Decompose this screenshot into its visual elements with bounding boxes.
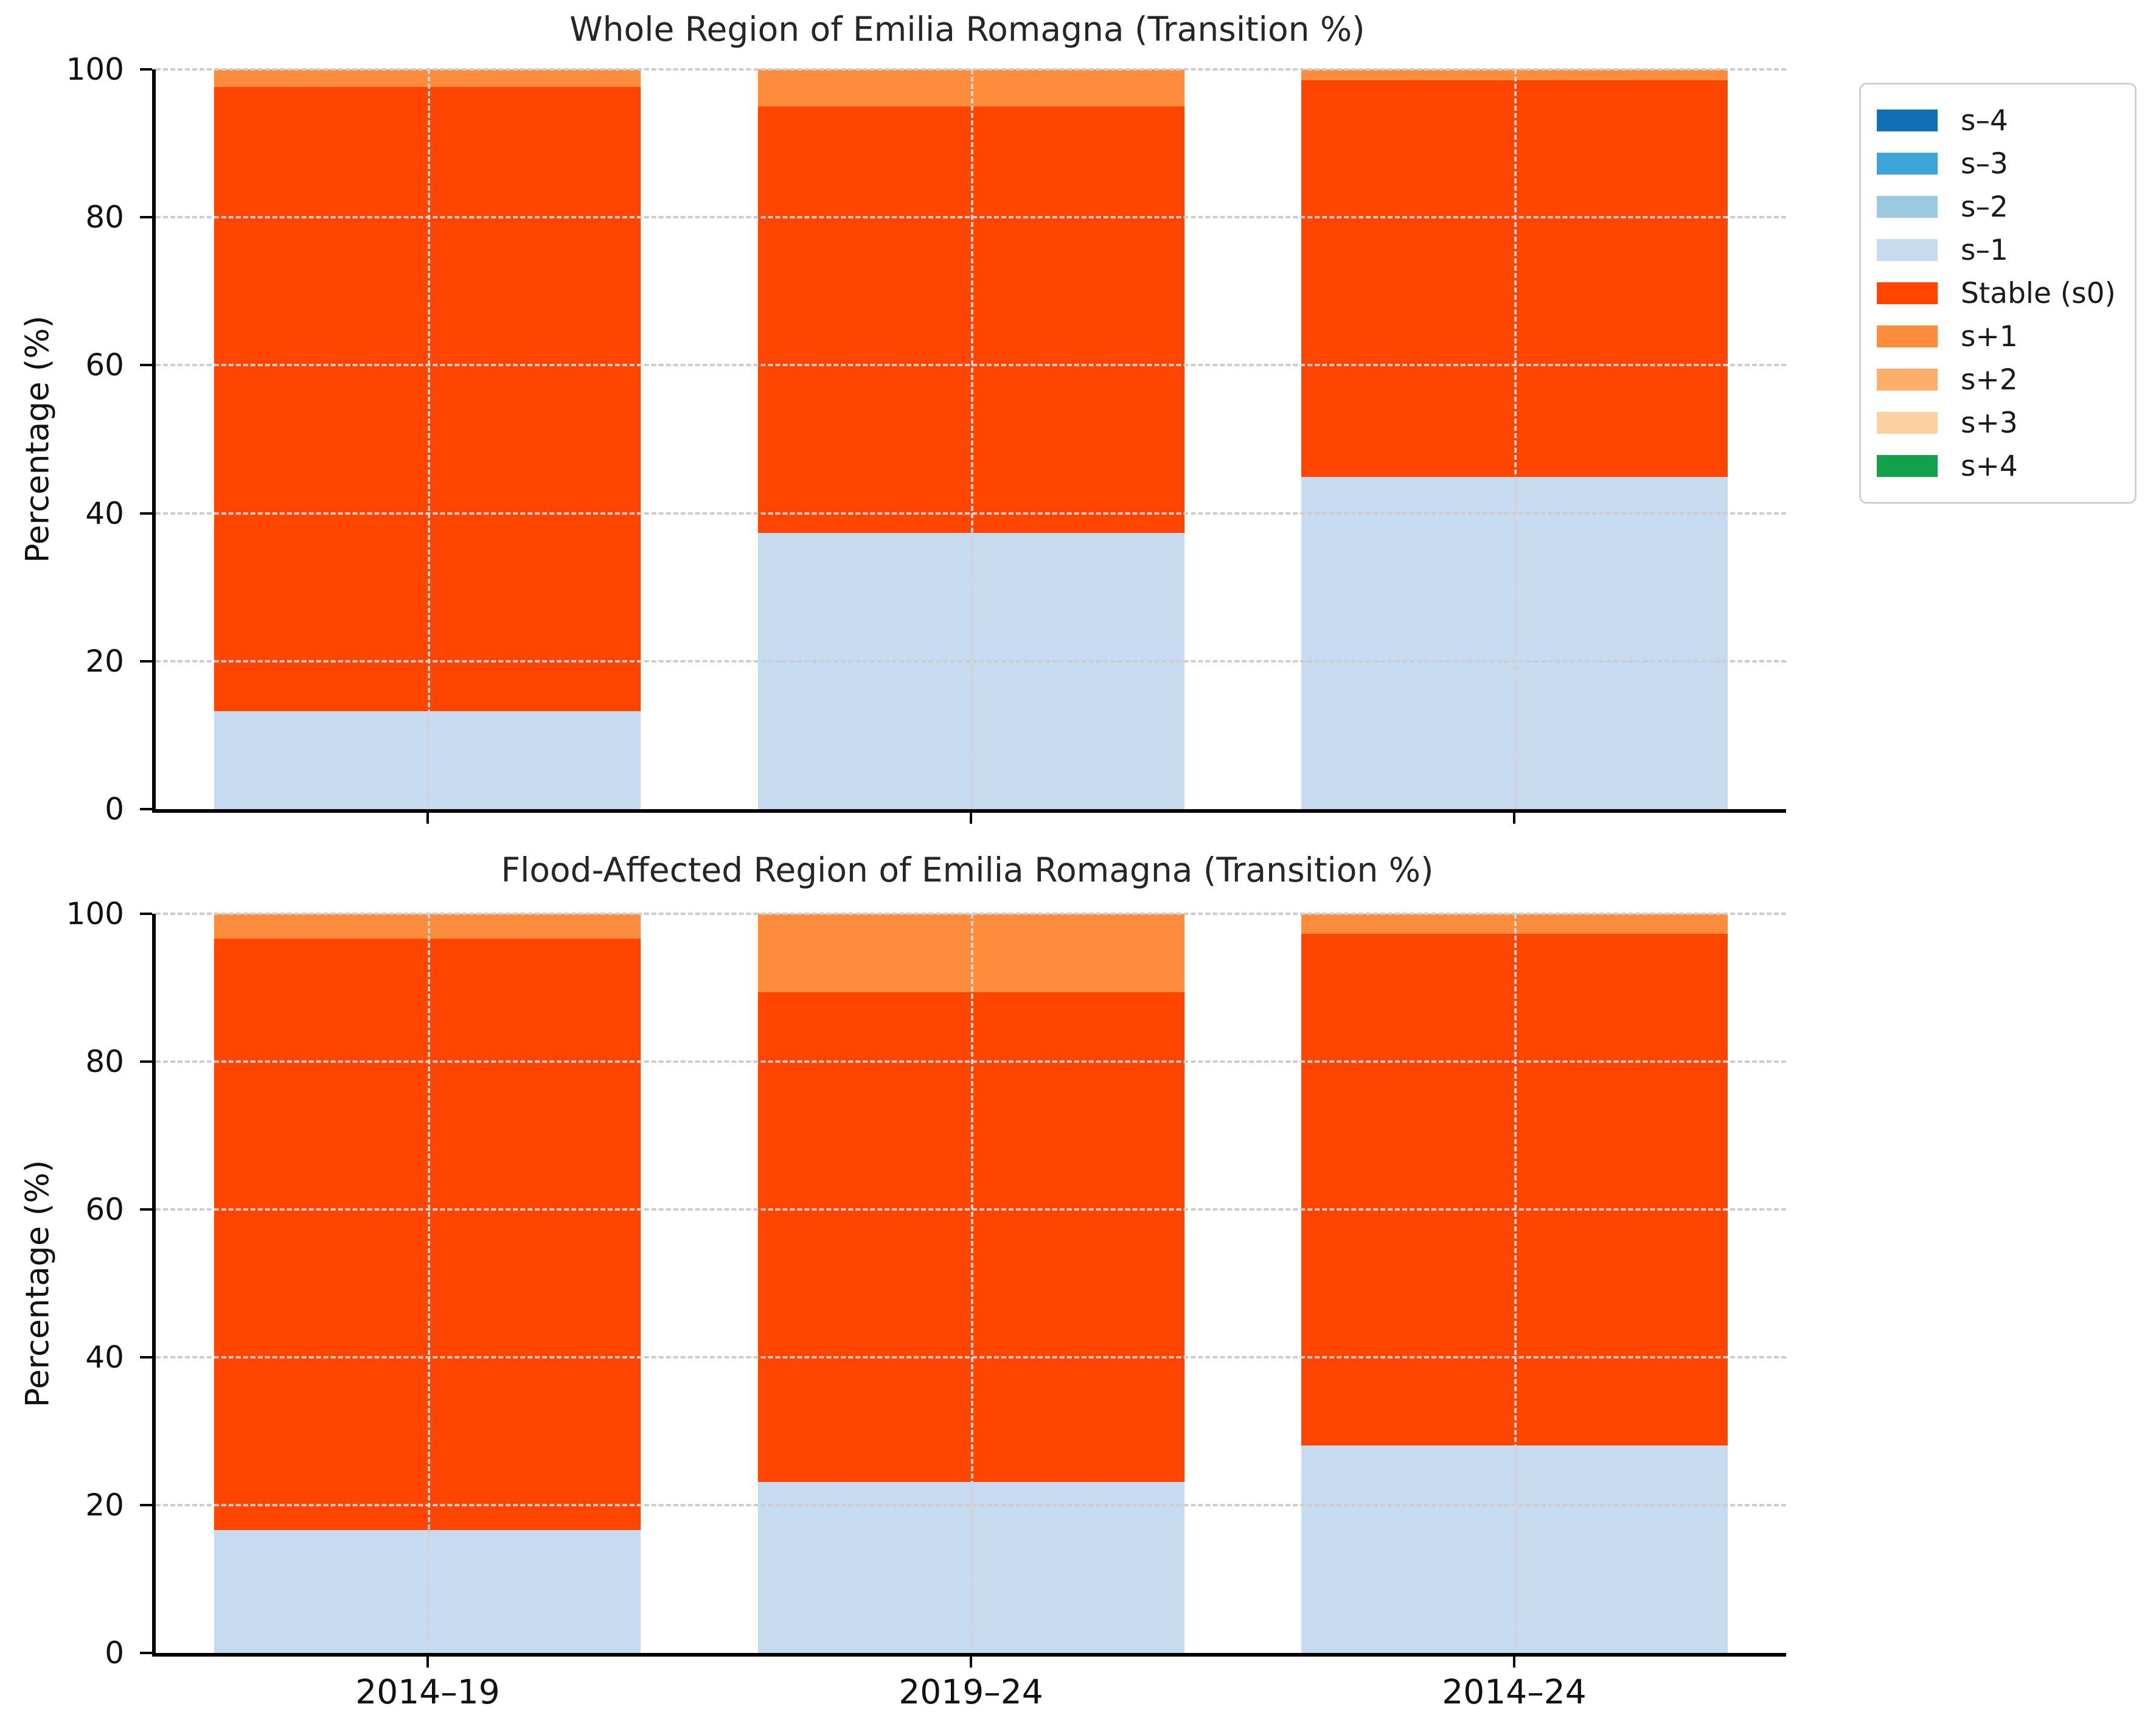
y-tick-label-80: 80 bbox=[85, 1044, 124, 1079]
legend-label-s+2: s+2 bbox=[1961, 363, 2018, 397]
legend-swatch-s–3 bbox=[1877, 153, 1938, 175]
x-tick-mark-2019–24 bbox=[970, 809, 972, 824]
legend-swatch-s–2 bbox=[1877, 196, 1938, 218]
bar-segment-s+1-2014–19 bbox=[214, 69, 641, 88]
legend-swatch-Stable (s0) bbox=[1877, 282, 1938, 304]
legend-label-s+1: s+1 bbox=[1961, 319, 2018, 353]
y-tick-label-100: 100 bbox=[66, 896, 124, 931]
legend-label-s–2: s–2 bbox=[1961, 190, 2008, 224]
x-tick-label-2014–24: 2014–24 bbox=[1442, 1672, 1587, 1711]
x-tick-mark-2014–24 bbox=[1513, 1653, 1515, 1668]
x-tick-label-2014–19: 2014–19 bbox=[355, 1672, 500, 1711]
chart-title-flood-affected: Flood-Affected Region of Emilia Romagna … bbox=[501, 851, 1434, 889]
legend-item-s+1: s+1 bbox=[1877, 315, 2135, 358]
y-tick-mark-40 bbox=[140, 1356, 152, 1358]
vertical-gridline-2014–24 bbox=[1514, 69, 1517, 809]
plot-area-flood-affected: 0 20 40 60 80 100 2014–19 2019–24 2014–24 bbox=[66, 896, 1786, 1711]
y-tick-mark-20 bbox=[140, 1504, 152, 1506]
vertical-gridline-2014–19 bbox=[428, 914, 430, 1653]
bar-segment-s–1-2014–19 bbox=[214, 711, 641, 809]
y-tick-mark-0 bbox=[140, 808, 152, 810]
legend-item-s–3: s–3 bbox=[1877, 142, 2135, 185]
y-tick-mark-80 bbox=[140, 1060, 152, 1063]
chart-title-whole-region: Whole Region of Emilia Romagna (Transiti… bbox=[569, 10, 1365, 49]
vertical-gridline-2019–24 bbox=[971, 69, 973, 809]
legend-swatch-s+1 bbox=[1877, 325, 1938, 347]
legend-label-s–4: s–4 bbox=[1961, 103, 2008, 137]
legend: s–4 s–3 s–2 s–1 Stable (s0) s+1 s+2 s+3 s+4 bbox=[1859, 83, 2137, 504]
x-tick-label-2019–24: 2019–24 bbox=[899, 1672, 1043, 1711]
vertical-gridline-2014–24 bbox=[1514, 914, 1517, 1653]
legend-swatch-s+3 bbox=[1877, 412, 1938, 434]
legend-item-s–4: s–4 bbox=[1877, 99, 2135, 142]
legend-swatch-s–4 bbox=[1877, 110, 1938, 131]
y-tick-mark-60 bbox=[140, 1208, 152, 1211]
y-tick-mark-20 bbox=[140, 659, 152, 663]
y-tick-label-20: 20 bbox=[85, 643, 124, 679]
legend-label-s+4: s+4 bbox=[1961, 449, 2018, 483]
bar-segment-Stable (s0)-2014–19 bbox=[214, 87, 641, 712]
y-tick-label-60: 60 bbox=[85, 347, 124, 383]
y-tick-label-40: 40 bbox=[85, 1340, 124, 1375]
y-tick-label-20: 20 bbox=[85, 1487, 124, 1523]
y-tick-mark-0 bbox=[140, 1652, 152, 1654]
legend-item-s–1: s–1 bbox=[1877, 229, 2135, 271]
y-tick-mark-80 bbox=[140, 216, 152, 219]
legend-item-s+2: s+2 bbox=[1877, 358, 2135, 401]
legend-item-s–2: s–2 bbox=[1877, 186, 2135, 228]
y-tick-mark-40 bbox=[140, 512, 152, 515]
x-tick-mark-2014–24 bbox=[1513, 809, 1515, 824]
legend-label-s–1: s–1 bbox=[1961, 233, 2008, 267]
legend-item-s+4: s+4 bbox=[1877, 445, 2135, 487]
legend-label-Stable (s0): Stable (s0) bbox=[1961, 276, 2116, 310]
plot-area-whole-region: 0 20 40 60 80 100 bbox=[66, 52, 1786, 827]
legend-item-Stable (s0): Stable (s0) bbox=[1877, 272, 2135, 315]
vertical-gridline-2019–24 bbox=[971, 914, 973, 1653]
y-tick-mark-60 bbox=[140, 364, 152, 367]
y-tick-mark-100 bbox=[140, 913, 152, 915]
vertical-gridline-2014–19 bbox=[428, 69, 430, 809]
legend-item-s+3: s+3 bbox=[1877, 402, 2135, 444]
bar-segment-Stable (s0)-2014–19 bbox=[214, 939, 641, 1531]
bar-segment-s–1-2014–19 bbox=[214, 1530, 641, 1653]
y-tick-label-60: 60 bbox=[85, 1192, 124, 1227]
y-tick-label-100: 100 bbox=[66, 52, 124, 87]
y-tick-label-0: 0 bbox=[105, 791, 124, 827]
y-tick-label-0: 0 bbox=[105, 1635, 124, 1671]
legend-swatch-s–1 bbox=[1877, 239, 1938, 261]
bar-segment-s+1-2014–19 bbox=[214, 914, 641, 939]
legend-swatch-s+4 bbox=[1877, 455, 1938, 477]
y-tick-label-80: 80 bbox=[85, 200, 124, 235]
x-tick-mark-2014–19 bbox=[426, 1653, 429, 1668]
y-tick-mark-100 bbox=[140, 68, 152, 71]
x-tick-mark-2014–19 bbox=[426, 809, 429, 824]
legend-label-s–3: s–3 bbox=[1961, 147, 2008, 181]
y-tick-label-40: 40 bbox=[85, 495, 124, 531]
legend-label-s+3: s+3 bbox=[1961, 406, 2018, 440]
x-tick-mark-2019–24 bbox=[970, 1653, 972, 1668]
legend-swatch-s+2 bbox=[1877, 369, 1938, 391]
